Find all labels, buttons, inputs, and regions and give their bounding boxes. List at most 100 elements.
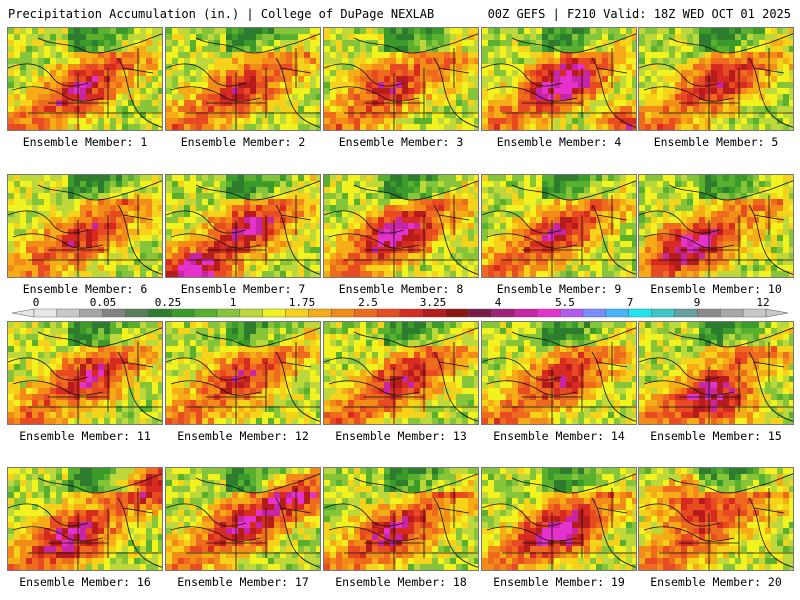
- legend-swatch: [537, 308, 561, 318]
- legend-swatch: [720, 308, 744, 318]
- legend-swatch: [468, 308, 492, 318]
- legend-swatch: [445, 308, 469, 318]
- precip-map-image: [8, 468, 162, 570]
- ensemble-member-label: Ensemble Member: 13: [335, 429, 467, 443]
- legend-swatch: [399, 308, 424, 318]
- legend-tick-label: 0.25: [154, 296, 182, 309]
- precip-map-image: [8, 175, 162, 277]
- legend-swatch: [376, 308, 401, 318]
- legend-tick-label: 1: [229, 296, 237, 309]
- precip-map-image: [324, 28, 478, 130]
- legend-tick-label: 12: [756, 296, 770, 309]
- precip-map-image: [639, 28, 793, 130]
- legend-colorbar: [11, 308, 789, 318]
- ensemble-member-label: Ensemble Member: 20: [650, 575, 782, 589]
- ensemble-map-17: [165, 467, 321, 571]
- precip-map-image: [324, 175, 478, 277]
- ensemble-member-label: Ensemble Member: 3: [338, 135, 464, 149]
- precip-map-image: [482, 175, 636, 277]
- legend-tick-label: 7: [626, 296, 634, 309]
- ensemble-map-9: [481, 174, 637, 278]
- legend-swatch: [79, 308, 103, 318]
- ensemble-map-12: [165, 321, 321, 425]
- precip-map-image: [166, 322, 320, 424]
- ensemble-member-label: Ensemble Member: 1: [22, 135, 148, 149]
- legend-swatch: [125, 308, 149, 318]
- legend-swatch: [651, 308, 675, 318]
- precip-map-image: [482, 468, 636, 570]
- legend-swatch: [193, 308, 218, 318]
- legend-swatch: [422, 308, 446, 318]
- ensemble-map-13: [323, 321, 479, 425]
- ensemble-member-label: Ensemble Member: 5: [653, 135, 779, 149]
- legend-swatch: [33, 308, 58, 318]
- ensemble-member-label: Ensemble Member: 6: [22, 282, 148, 296]
- ensemble-map-4: [481, 27, 637, 131]
- legend-swatch: [56, 308, 80, 318]
- ensemble-member-label: Ensemble Member: 11: [19, 429, 151, 443]
- ensemble-member-label: Ensemble Member: 10: [650, 282, 782, 296]
- precip-map-image: [324, 468, 478, 570]
- legend-tick-label: 4: [494, 296, 502, 309]
- legend-swatch: [742, 308, 767, 318]
- ensemble-member-label: Ensemble Member: 19: [493, 575, 625, 589]
- ensemble-map-11: [7, 321, 163, 425]
- ensemble-map-1: [7, 27, 163, 131]
- legend-arrow-left: [11, 308, 35, 318]
- legend-arrow-right: [765, 308, 789, 318]
- legend-swatch: [354, 308, 378, 318]
- ensemble-map-20: [638, 467, 794, 571]
- precip-map-image: [8, 28, 162, 130]
- precip-map-image: [8, 322, 162, 424]
- legend-tick-label: 1.75: [288, 296, 316, 309]
- precip-map-image: [482, 28, 636, 130]
- precip-map-image: [166, 28, 320, 130]
- legend-swatch: [582, 308, 607, 318]
- precip-map-image: [639, 468, 793, 570]
- legend-swatch: [628, 308, 652, 318]
- precip-map-image: [482, 322, 636, 424]
- legend-swatch: [559, 308, 584, 318]
- ensemble-map-7: [165, 174, 321, 278]
- ensemble-member-label: Ensemble Member: 16: [19, 575, 151, 589]
- ensemble-map-3: [323, 27, 479, 131]
- ensemble-member-label: Ensemble Member: 17: [177, 575, 309, 589]
- legend-swatch: [171, 308, 195, 318]
- legend-swatch: [216, 308, 241, 318]
- ensemble-map-6: [7, 174, 163, 278]
- legend-swatch: [102, 308, 126, 318]
- ensemble-map-19: [481, 467, 637, 571]
- legend-tick-label: 3.25: [419, 296, 447, 309]
- ensemble-map-14: [481, 321, 637, 425]
- ensemble-member-label: Ensemble Member: 9: [496, 282, 622, 296]
- precip-map-image: [324, 322, 478, 424]
- legend-swatch: [491, 308, 515, 318]
- legend-tick-label: 5.5: [555, 296, 575, 309]
- ensemble-member-label: Ensemble Member: 2: [180, 135, 306, 149]
- legend-swatch: [697, 308, 721, 318]
- legend-swatch: [239, 308, 263, 318]
- legend-swatch: [148, 308, 172, 318]
- legend-swatch: [331, 308, 355, 318]
- ensemble-member-label: Ensemble Member: 7: [180, 282, 306, 296]
- legend-swatch: [262, 308, 286, 318]
- legend-swatch: [308, 308, 332, 318]
- ensemble-member-label: Ensemble Member: 15: [650, 429, 782, 443]
- legend-swatch: [605, 308, 629, 318]
- legend-tick-label: 0.05: [89, 296, 117, 309]
- ensemble-map-10: [638, 174, 794, 278]
- ensemble-member-label: Ensemble Member: 8: [338, 282, 464, 296]
- ensemble-member-label: Ensemble Member: 14: [493, 429, 625, 443]
- legend-swatch: [514, 308, 538, 318]
- precip-map-image: [166, 468, 320, 570]
- precip-map-image: [639, 322, 793, 424]
- ensemble-member-label: Ensemble Member: 18: [335, 575, 467, 589]
- ensemble-map-18: [323, 467, 479, 571]
- legend-swatch: [674, 308, 698, 318]
- ensemble-map-16: [7, 467, 163, 571]
- model-run-info: 00Z GEFS | F210 Valid: 18Z WED OCT 01 20…: [487, 7, 791, 21]
- precip-map-image: [639, 175, 793, 277]
- ensemble-map-8: [323, 174, 479, 278]
- ensemble-member-label: Ensemble Member: 12: [177, 429, 309, 443]
- ensemble-map-15: [638, 321, 794, 425]
